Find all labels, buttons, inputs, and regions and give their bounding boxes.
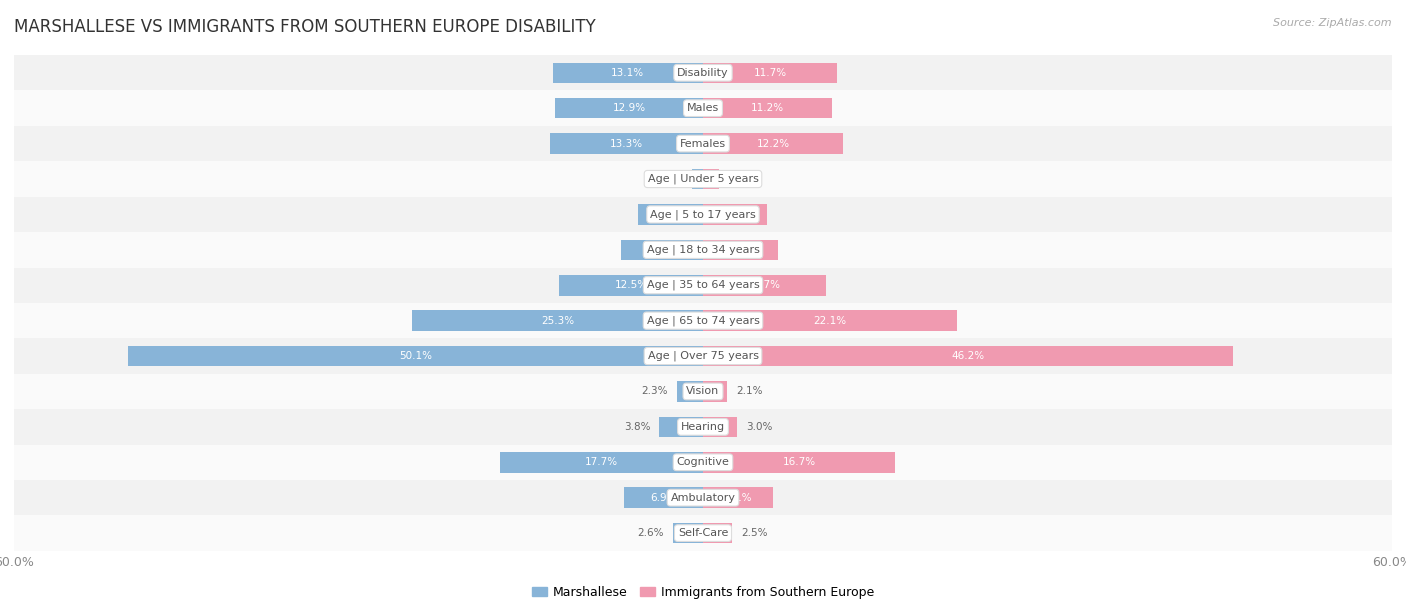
Text: 0.94%: 0.94% [650, 174, 683, 184]
Bar [703, 487, 773, 508]
Bar [659, 417, 703, 437]
Text: Disability: Disability [678, 68, 728, 78]
Text: 3.0%: 3.0% [747, 422, 773, 432]
Text: Age | Over 75 years: Age | Over 75 years [648, 351, 758, 361]
Bar [14, 480, 1392, 515]
Text: Cognitive: Cognitive [676, 457, 730, 468]
Text: 17.7%: 17.7% [585, 457, 619, 468]
Text: 12.2%: 12.2% [756, 138, 790, 149]
Bar [703, 346, 1233, 367]
Bar [14, 55, 1392, 91]
Bar [621, 239, 703, 260]
Bar [499, 452, 703, 472]
Bar [703, 62, 838, 83]
Text: 7.1%: 7.1% [650, 245, 675, 255]
Bar [14, 409, 1392, 444]
Bar [703, 98, 831, 119]
Bar [14, 444, 1392, 480]
Bar [703, 381, 727, 401]
Text: 22.1%: 22.1% [813, 316, 846, 326]
Text: 50.1%: 50.1% [399, 351, 432, 361]
Bar [703, 169, 718, 189]
Bar [550, 133, 703, 154]
Text: 5.7%: 5.7% [657, 209, 683, 220]
Text: 5.6%: 5.6% [721, 209, 748, 220]
Bar [128, 346, 703, 367]
Bar [14, 126, 1392, 162]
Bar [14, 374, 1392, 409]
Bar [703, 417, 738, 437]
Bar [14, 338, 1392, 374]
Text: Males: Males [688, 103, 718, 113]
Text: Females: Females [681, 138, 725, 149]
Text: 13.3%: 13.3% [610, 138, 643, 149]
Bar [673, 523, 703, 543]
Bar [14, 91, 1392, 126]
Text: Ambulatory: Ambulatory [671, 493, 735, 502]
Text: Age | 5 to 17 years: Age | 5 to 17 years [650, 209, 756, 220]
Bar [412, 310, 703, 331]
Bar [14, 267, 1392, 303]
Text: 11.2%: 11.2% [751, 103, 785, 113]
Text: Age | 35 to 64 years: Age | 35 to 64 years [647, 280, 759, 291]
Text: 10.7%: 10.7% [748, 280, 780, 290]
Bar [703, 133, 844, 154]
Text: Source: ZipAtlas.com: Source: ZipAtlas.com [1274, 18, 1392, 28]
Bar [676, 381, 703, 401]
Bar [14, 515, 1392, 551]
Bar [703, 310, 956, 331]
Text: 1.4%: 1.4% [728, 174, 755, 184]
Text: 2.3%: 2.3% [641, 386, 668, 397]
Text: Hearing: Hearing [681, 422, 725, 432]
Bar [14, 196, 1392, 232]
Text: Self-Care: Self-Care [678, 528, 728, 538]
Text: 13.1%: 13.1% [612, 68, 644, 78]
Text: 16.7%: 16.7% [782, 457, 815, 468]
Text: 6.9%: 6.9% [650, 493, 676, 502]
Bar [703, 452, 894, 472]
Bar [703, 275, 825, 296]
Text: 46.2%: 46.2% [952, 351, 984, 361]
Text: 2.6%: 2.6% [637, 528, 664, 538]
Text: 6.5%: 6.5% [727, 245, 754, 255]
Text: 11.7%: 11.7% [754, 68, 787, 78]
Bar [703, 204, 768, 225]
Text: Age | 18 to 34 years: Age | 18 to 34 years [647, 245, 759, 255]
Text: 2.5%: 2.5% [741, 528, 768, 538]
Bar [14, 303, 1392, 338]
Bar [637, 204, 703, 225]
Text: 12.9%: 12.9% [613, 103, 645, 113]
Text: 6.1%: 6.1% [724, 493, 751, 502]
Text: MARSHALLESE VS IMMIGRANTS FROM SOUTHERN EUROPE DISABILITY: MARSHALLESE VS IMMIGRANTS FROM SOUTHERN … [14, 18, 596, 36]
Bar [553, 62, 703, 83]
Text: 25.3%: 25.3% [541, 316, 574, 326]
Bar [624, 487, 703, 508]
Legend: Marshallese, Immigrants from Southern Europe: Marshallese, Immigrants from Southern Eu… [526, 581, 880, 604]
Text: 3.8%: 3.8% [624, 422, 650, 432]
Text: 12.5%: 12.5% [614, 280, 648, 290]
Bar [14, 232, 1392, 267]
Text: Age | 65 to 74 years: Age | 65 to 74 years [647, 315, 759, 326]
Text: Vision: Vision [686, 386, 720, 397]
Bar [14, 162, 1392, 196]
Bar [703, 523, 731, 543]
Bar [692, 169, 703, 189]
Bar [560, 275, 703, 296]
Bar [555, 98, 703, 119]
Text: Age | Under 5 years: Age | Under 5 years [648, 174, 758, 184]
Text: 2.1%: 2.1% [737, 386, 763, 397]
Bar [703, 239, 778, 260]
